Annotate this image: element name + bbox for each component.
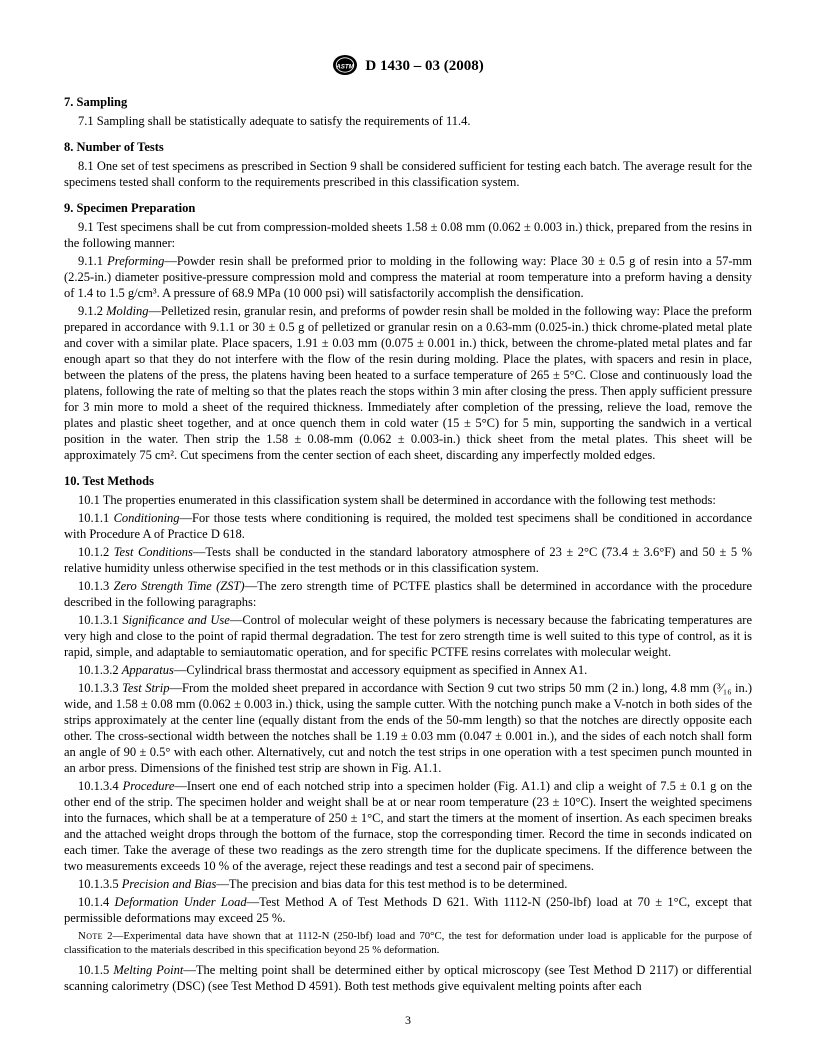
- astm-logo: ASTM: [332, 54, 358, 80]
- para-10-1-3-2: 10.1.3.2 Apparatus—Cylindrical brass the…: [64, 662, 752, 678]
- para-9-1-1: 9.1.1 Preforming—Powder resin shall be p…: [64, 253, 752, 301]
- para-10-1-5: 10.1.5 Melting Point—The melting point s…: [64, 962, 752, 994]
- para-8-1: 8.1 One set of test specimens as prescri…: [64, 158, 752, 190]
- svg-text:ASTM: ASTM: [336, 64, 355, 71]
- para-10-1-3: 10.1.3 Zero Strength Time (ZST)—The zero…: [64, 578, 752, 610]
- section-8-title: 8. Number of Tests: [64, 139, 752, 155]
- section-9-title: 9. Specimen Preparation: [64, 200, 752, 216]
- para-10-1-3-3: 10.1.3.3 Test Strip—From the molded shee…: [64, 680, 752, 776]
- page-number: 3: [0, 1013, 816, 1028]
- para-10-1-1: 10.1.1 Conditioning—For those tests wher…: [64, 510, 752, 542]
- page-header: ASTM D 1430 – 03 (2008): [64, 54, 752, 80]
- para-10-1-3-4: 10.1.3.4 Procedure—Insert one end of eac…: [64, 778, 752, 874]
- note-2: Note 2—Experimental data have shown that…: [64, 930, 752, 958]
- section-10-title: 10. Test Methods: [64, 473, 752, 489]
- para-10-1-3-5: 10.1.3.5 Precision and Bias—The precisio…: [64, 876, 752, 892]
- standard-designation: D 1430 – 03 (2008): [365, 57, 483, 76]
- section-7-title: 7. Sampling: [64, 94, 752, 110]
- para-7-1: 7.1 Sampling shall be statistically adeq…: [64, 113, 752, 129]
- para-9-1-2: 9.1.2 Molding—Pelletized resin, granular…: [64, 303, 752, 463]
- para-10-1: 10.1 The properties enumerated in this c…: [64, 492, 752, 508]
- para-10-1-3-1: 10.1.3.1 Significance and Use—Control of…: [64, 612, 752, 660]
- para-10-1-4: 10.1.4 Deformation Under Load—Test Metho…: [64, 894, 752, 926]
- para-9-1: 9.1 Test specimens shall be cut from com…: [64, 219, 752, 251]
- para-10-1-2: 10.1.2 Test Conditions—Tests shall be co…: [64, 544, 752, 576]
